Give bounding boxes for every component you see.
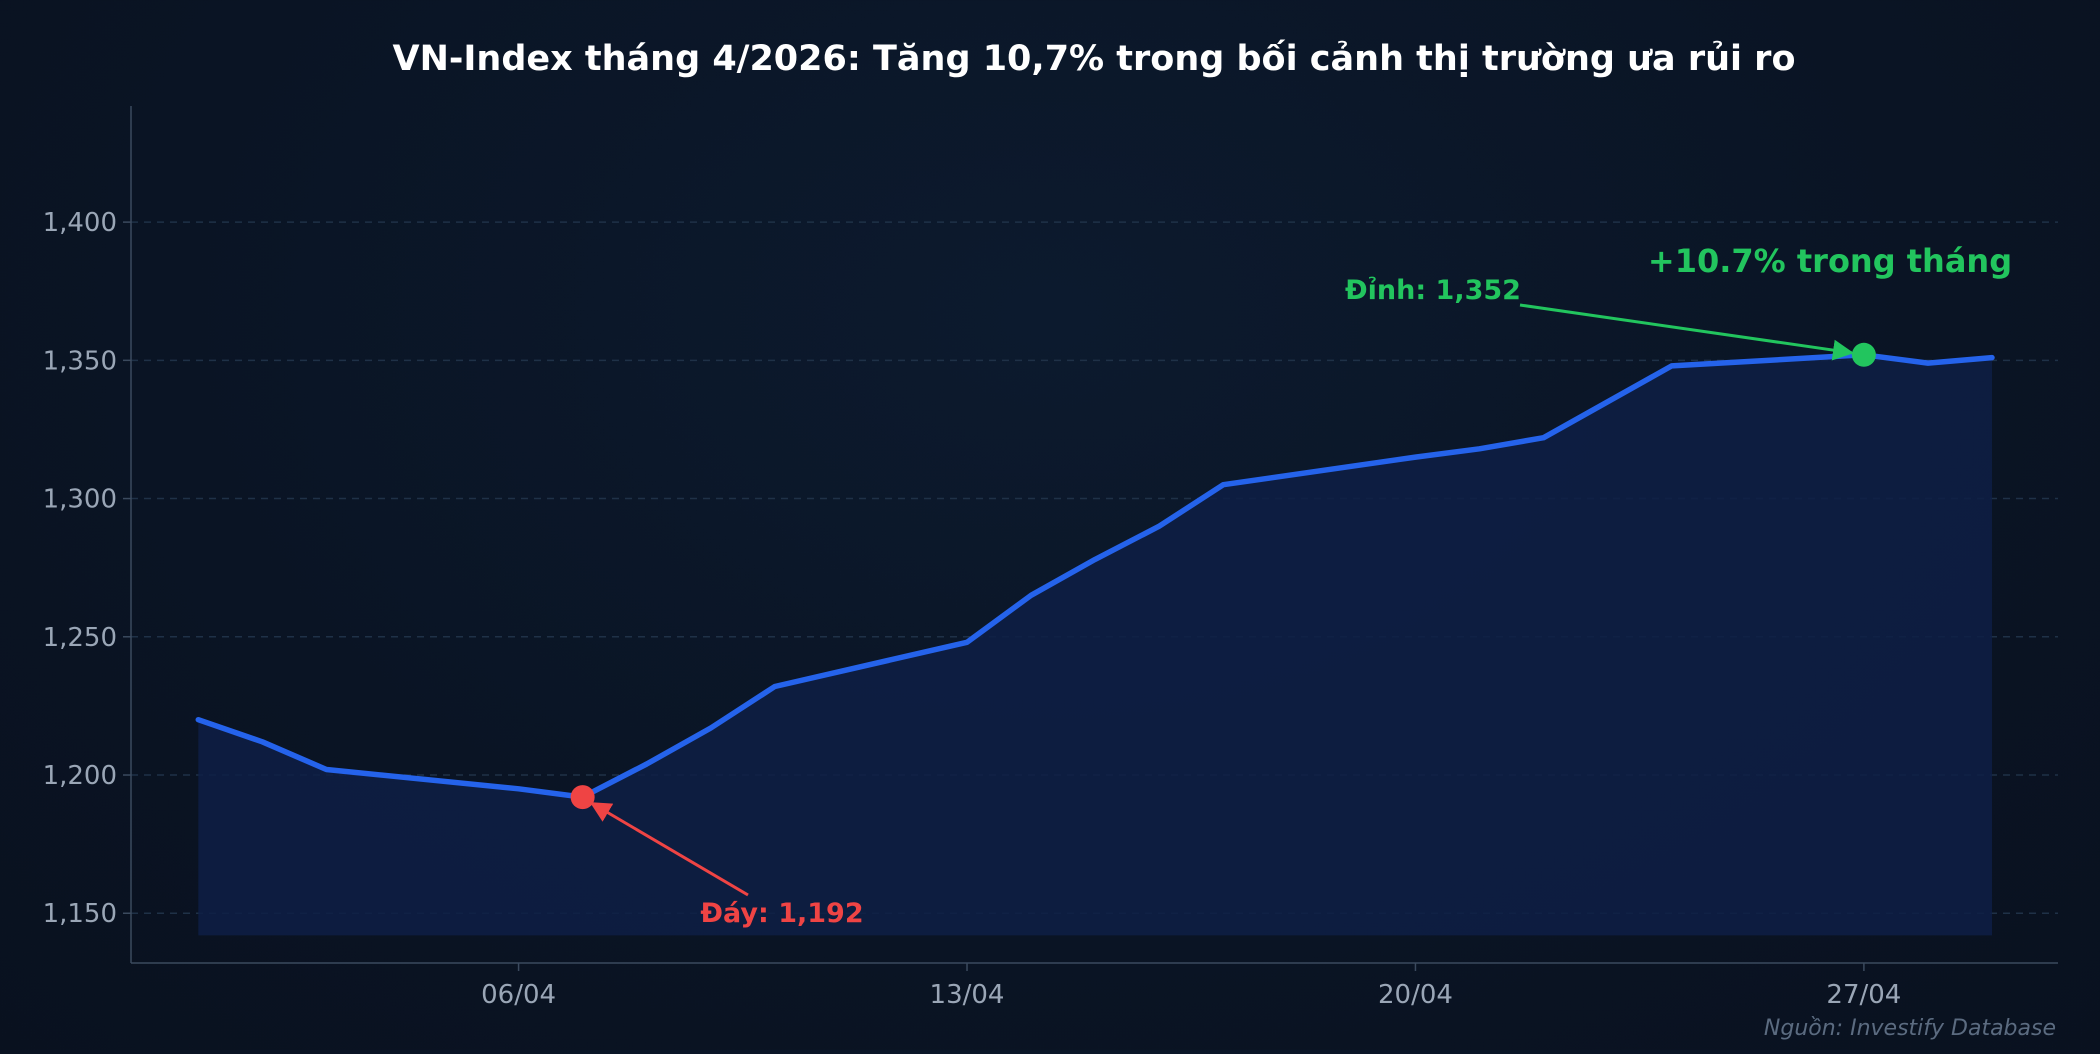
- data-point-3: [324, 767, 328, 771]
- y-tick-label-1150: 1,150: [43, 899, 117, 929]
- data-point-14: [1029, 593, 1033, 597]
- y-tick-label-1400: 1,400: [43, 208, 117, 238]
- chart-title: VN-Index tháng 4/2026: Tăng 10,7% trong …: [393, 39, 1796, 79]
- data-point-15: [1093, 557, 1097, 561]
- y-axis-ticks: 1,150 1,200 1,250 1,300 1,350 1,400: [43, 208, 131, 929]
- data-point-9: [709, 726, 713, 730]
- data-point-17: [1221, 483, 1225, 487]
- y-tick-label-1350: 1,350: [43, 346, 117, 376]
- data-point-29: [1990, 356, 1994, 360]
- data-point-20: [1413, 455, 1417, 459]
- min-arrow: [589, 801, 749, 897]
- change-label: +10.7% trong tháng: [1648, 242, 2012, 280]
- max-arrow: [1519, 303, 1854, 361]
- data-point-16: [1157, 524, 1161, 528]
- data-point-6: [517, 787, 521, 791]
- data-point-28: [1926, 361, 1930, 365]
- x-axis-ticks: 06/04 13/04 20/04 27/04: [481, 963, 1901, 1010]
- x-tick-label-13: 13/04: [930, 980, 1005, 1010]
- data-point-8: [645, 762, 649, 766]
- min-point-marker: [570, 785, 595, 810]
- data-point-13: [965, 640, 969, 644]
- y-tick-label-1300: 1,300: [43, 485, 117, 515]
- max-point-marker: [1851, 342, 1876, 367]
- annotations: Đáy: 1,192 Đỉnh: 1,352 +10.7% trong thán…: [570, 242, 2012, 929]
- y-tick-label-1200: 1,200: [43, 761, 117, 791]
- data-point-24: [1670, 364, 1674, 368]
- x-tick-label-6: 06/04: [481, 980, 556, 1010]
- data-point-10: [773, 685, 777, 689]
- data-point-2: [260, 740, 264, 744]
- series-area: [198, 354, 1992, 936]
- x-tick-label-27: 27/04: [1826, 980, 1901, 1010]
- data-point-1: [196, 718, 200, 722]
- max-label: Đỉnh: 1,352: [1345, 275, 1521, 306]
- x-tick-label-20: 20/04: [1378, 980, 1453, 1010]
- y-tick-label-1250: 1,250: [43, 623, 117, 653]
- data-point-23: [1606, 400, 1610, 404]
- source-note: Nguồn: Investify Database: [1764, 1016, 2056, 1041]
- data-point-22: [1542, 436, 1546, 440]
- data-point-21: [1478, 447, 1482, 451]
- series-line: [195, 352, 1995, 800]
- min-label: Đáy: 1,192: [700, 898, 863, 929]
